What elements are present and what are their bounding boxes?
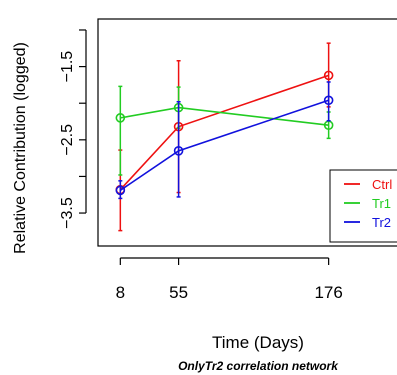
legend-label: Ctrl (372, 177, 392, 192)
chart-subtitle: OnlyTr2 correlation network (178, 359, 339, 373)
x-tick-label: 176 (314, 283, 342, 302)
y-tick-label: −3.5 (59, 197, 76, 229)
data-point (323, 95, 334, 106)
series-line (119, 99, 329, 192)
series-ctrl (115, 42, 334, 232)
legend-label: Tr1 (372, 196, 391, 211)
legend-box (329, 169, 397, 243)
series-tr2 (115, 81, 334, 200)
x-axis: 8 55 176 (116, 257, 343, 302)
legend-item-ctrl: Ctrl (344, 177, 392, 192)
data-point (115, 113, 126, 123)
series-layer (115, 42, 334, 232)
series-line (119, 74, 329, 191)
y-axis: −3.5 −2.5 −1.5 (59, 29, 87, 229)
x-tick-label: 8 (116, 283, 125, 302)
data-point (115, 185, 126, 196)
legend-item-tr2: Tr2 (344, 215, 391, 230)
legend: Ctrl Tr1 Tr2 (329, 169, 397, 243)
y-tick-label: −2.5 (59, 124, 76, 156)
x-tick-label: 55 (169, 283, 188, 302)
legend-label: Tr2 (372, 215, 391, 230)
plot-frame (97, 18, 397, 247)
legend-item-tr1: Tr1 (344, 196, 391, 211)
y-tick-label: −1.5 (59, 51, 76, 83)
data-point (173, 146, 184, 156)
y-axis-label: Relative Contribution (logged) (12, 42, 29, 254)
data-point (323, 70, 334, 81)
series-tr1 (115, 85, 334, 176)
x-axis-label: Time (Days) (212, 333, 304, 352)
